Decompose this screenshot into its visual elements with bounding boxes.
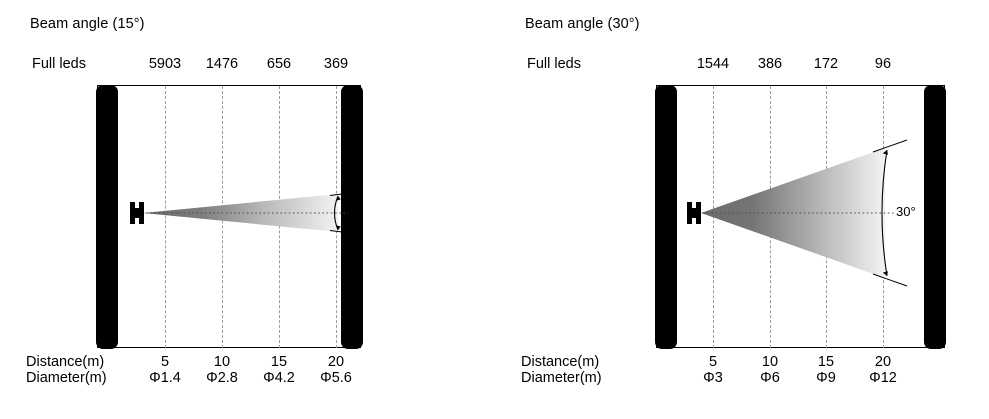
diameter-value: Φ12 bbox=[869, 370, 897, 386]
right-wall-bar bbox=[924, 85, 946, 349]
right-wall-bar bbox=[341, 85, 363, 349]
distance-row-label: Distance(m) bbox=[521, 354, 600, 370]
diameter-value: Φ9 bbox=[816, 370, 836, 386]
beam-cone-shape bbox=[143, 194, 338, 232]
panel-title: Beam angle (15°) bbox=[30, 16, 145, 32]
diameter-row-label: Diameter(m) bbox=[521, 370, 602, 386]
angle-arrow-bottom bbox=[882, 271, 888, 276]
beam-cone-shape bbox=[701, 148, 885, 278]
angle-lower-extension bbox=[872, 273, 908, 287]
left-wall-bar bbox=[96, 85, 118, 349]
distance-value: 20 bbox=[327, 354, 345, 370]
left-wall-bar bbox=[655, 85, 677, 349]
full-leds-value: 386 bbox=[757, 56, 783, 72]
distance-value: 10 bbox=[213, 354, 231, 370]
full-leds-value: 5903 bbox=[148, 56, 182, 72]
diameter-value: Φ6 bbox=[760, 370, 780, 386]
full-leds-value: 656 bbox=[266, 56, 292, 72]
angle-arrow-top bbox=[882, 150, 888, 155]
distance-value: 5 bbox=[160, 354, 170, 370]
angle-arc bbox=[881, 149, 888, 277]
beam-cone-graphic bbox=[130, 191, 359, 235]
full-leds-row-label: Full leds bbox=[32, 56, 86, 72]
angle-lower-extension bbox=[329, 230, 359, 235]
diameter-value: Φ2.8 bbox=[206, 370, 238, 386]
angle-upper-extension bbox=[329, 191, 359, 196]
beam-angle-annotation: 15° bbox=[343, 204, 363, 219]
gridline-5m bbox=[165, 86, 166, 348]
full-leds-row-label: Full leds bbox=[527, 56, 581, 72]
beam-panel-30deg: Beam angle (30°) Full leds Distance(m) D… bbox=[495, 0, 989, 419]
full-leds-value: 96 bbox=[874, 56, 892, 72]
luminaire-icon bbox=[130, 202, 144, 224]
distance-row-label: Distance(m) bbox=[26, 354, 105, 370]
full-leds-value: 1544 bbox=[696, 56, 730, 72]
diameter-row-label: Diameter(m) bbox=[26, 370, 107, 386]
full-leds-value: 1476 bbox=[205, 56, 239, 72]
angle-arrow-bottom bbox=[336, 225, 341, 230]
diameter-value: Φ3 bbox=[703, 370, 723, 386]
diameter-value: Φ5.6 bbox=[320, 370, 352, 386]
diameter-value: Φ1.4 bbox=[149, 370, 181, 386]
beam-cone-graphic bbox=[687, 139, 908, 287]
distance-value: 5 bbox=[708, 354, 718, 370]
distance-value: 10 bbox=[761, 354, 779, 370]
panel-title: Beam angle (30°) bbox=[525, 16, 640, 32]
diameter-value: Φ4.2 bbox=[263, 370, 295, 386]
distance-value: 15 bbox=[817, 354, 835, 370]
full-leds-value: 369 bbox=[323, 56, 349, 72]
distance-value: 15 bbox=[270, 354, 288, 370]
angle-arc bbox=[333, 195, 339, 231]
distance-value: 20 bbox=[874, 354, 892, 370]
angle-upper-extension bbox=[872, 139, 908, 153]
beam-panel-15deg: Beam angle (15°) Full leds Distance(m) D… bbox=[0, 0, 494, 419]
luminaire-icon bbox=[687, 202, 701, 224]
angle-arrow-top bbox=[336, 196, 341, 201]
beam-angle-annotation: 30° bbox=[896, 204, 916, 219]
full-leds-value: 172 bbox=[813, 56, 839, 72]
